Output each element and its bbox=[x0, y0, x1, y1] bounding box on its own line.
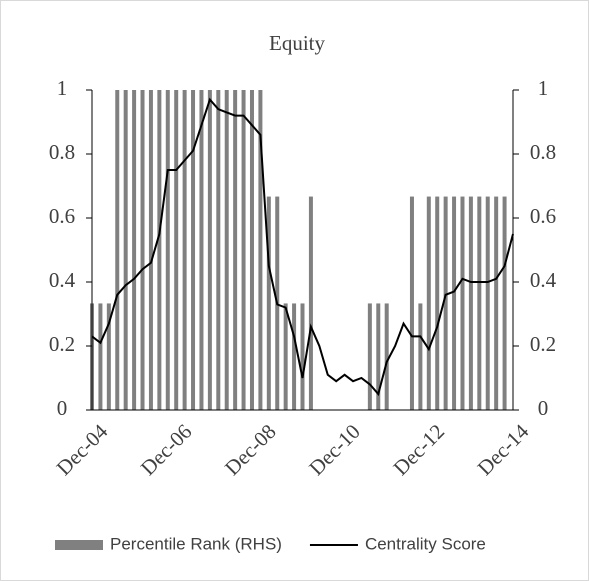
bar bbox=[418, 303, 423, 410]
y-tick-label: 0.6 bbox=[49, 204, 75, 228]
bar bbox=[367, 303, 372, 410]
bar bbox=[174, 90, 179, 410]
bar bbox=[460, 196, 465, 410]
bar bbox=[485, 196, 490, 410]
bar bbox=[477, 196, 482, 410]
bar bbox=[494, 196, 499, 410]
line bbox=[91, 97, 514, 397]
legend-label: Percentile Rank (RHS) bbox=[110, 534, 282, 553]
bar bbox=[468, 196, 473, 410]
bar bbox=[308, 196, 313, 410]
y2-tick-label: 0.4 bbox=[530, 268, 557, 292]
bar bbox=[452, 196, 457, 410]
bar bbox=[115, 90, 120, 410]
bar bbox=[191, 90, 196, 410]
bar bbox=[443, 196, 448, 410]
y2-tick-label: 0.6 bbox=[530, 204, 556, 228]
bar bbox=[224, 90, 229, 410]
bar bbox=[266, 196, 271, 410]
bar bbox=[132, 90, 137, 410]
bar bbox=[249, 90, 254, 410]
bar bbox=[106, 303, 111, 410]
bar bbox=[283, 303, 288, 410]
bar bbox=[123, 90, 128, 410]
bar bbox=[384, 303, 389, 410]
bar bbox=[182, 90, 187, 410]
chart-title: Equity bbox=[269, 31, 325, 55]
bar bbox=[98, 303, 103, 410]
bar bbox=[376, 303, 381, 410]
bar bbox=[148, 90, 153, 410]
bar bbox=[258, 90, 263, 410]
bar bbox=[241, 90, 246, 410]
y-tick-label: 0.8 bbox=[49, 140, 75, 164]
bar bbox=[233, 90, 238, 410]
bar bbox=[165, 90, 170, 410]
bar bbox=[292, 303, 297, 410]
bar bbox=[207, 90, 212, 410]
y2-tick-label: 0.2 bbox=[530, 332, 556, 356]
bar bbox=[157, 90, 162, 410]
y2-tick-label: 1 bbox=[538, 76, 549, 100]
legend-swatch bbox=[55, 540, 103, 550]
y-tick-label: 0 bbox=[57, 396, 68, 420]
y-tick-label: 0.4 bbox=[49, 268, 76, 292]
y2-tick-label: 0.8 bbox=[530, 140, 556, 164]
bar bbox=[426, 196, 431, 410]
bar bbox=[140, 90, 145, 410]
bar bbox=[199, 90, 204, 410]
bar bbox=[300, 303, 305, 410]
legend-label: Centrality Score bbox=[365, 534, 486, 553]
y-tick-label: 1 bbox=[57, 76, 68, 100]
y2-tick-label: 0 bbox=[538, 396, 549, 420]
bar bbox=[435, 196, 440, 410]
y-tick-label: 0.2 bbox=[49, 332, 75, 356]
bar bbox=[502, 196, 507, 410]
bar bbox=[409, 196, 414, 410]
bar bbox=[216, 90, 221, 410]
